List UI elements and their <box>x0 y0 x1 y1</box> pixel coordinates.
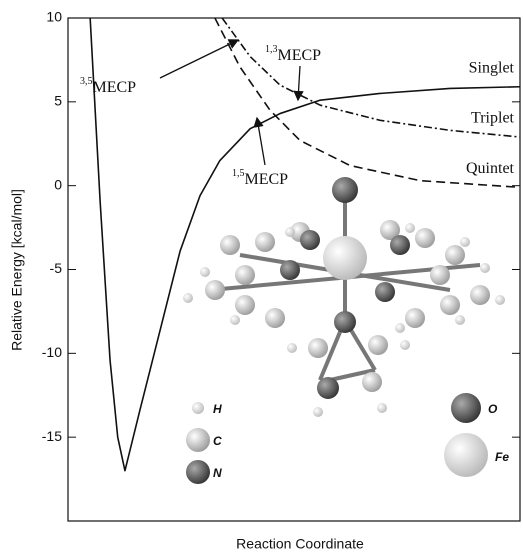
annotation-sup: 3,5 <box>80 76 93 87</box>
annotation-text: MECP <box>93 79 137 96</box>
annotation: 3,5MECP <box>80 76 136 95</box>
molecule-illustration <box>183 177 505 484</box>
series-label: Singlet <box>469 59 515 76</box>
series-label: Triplet <box>471 110 515 127</box>
annotation-sup: 1,3 <box>265 44 278 55</box>
y-axis-label: Relative Energy [kcal/mol] <box>9 189 25 351</box>
atom-legend-label: N <box>213 466 222 480</box>
y-tick-label: 0 <box>54 176 62 192</box>
series-label: Quintet <box>466 160 515 177</box>
y-tick-label: 5 <box>54 93 62 109</box>
annotation-text: MECP <box>245 171 289 188</box>
annotation-sup: 1,5 <box>232 168 245 179</box>
annotation-arrow <box>298 66 300 100</box>
annotation-arrow <box>160 40 238 78</box>
x-axis-label: Reaction Coordinate <box>236 536 364 552</box>
atom-legend-label: O <box>488 402 498 416</box>
atom-legend-label: Fe <box>495 450 509 464</box>
annotation-text: MECP <box>278 47 322 64</box>
y-tick-label: -15 <box>42 428 62 444</box>
annotation: 1,5MECP <box>232 168 288 187</box>
atom-legend-label: C <box>213 434 222 448</box>
y-tick-label: 10 <box>46 9 62 25</box>
chart: Reaction Coordinate Relative Energy [kca… <box>0 0 523 552</box>
annotation: 1,3MECP <box>265 44 321 63</box>
annotation-arrow <box>257 118 265 165</box>
y-tick-label: -10 <box>42 344 62 360</box>
y-tick-label: -5 <box>50 260 63 276</box>
atom-legend-label: H <box>213 402 222 416</box>
